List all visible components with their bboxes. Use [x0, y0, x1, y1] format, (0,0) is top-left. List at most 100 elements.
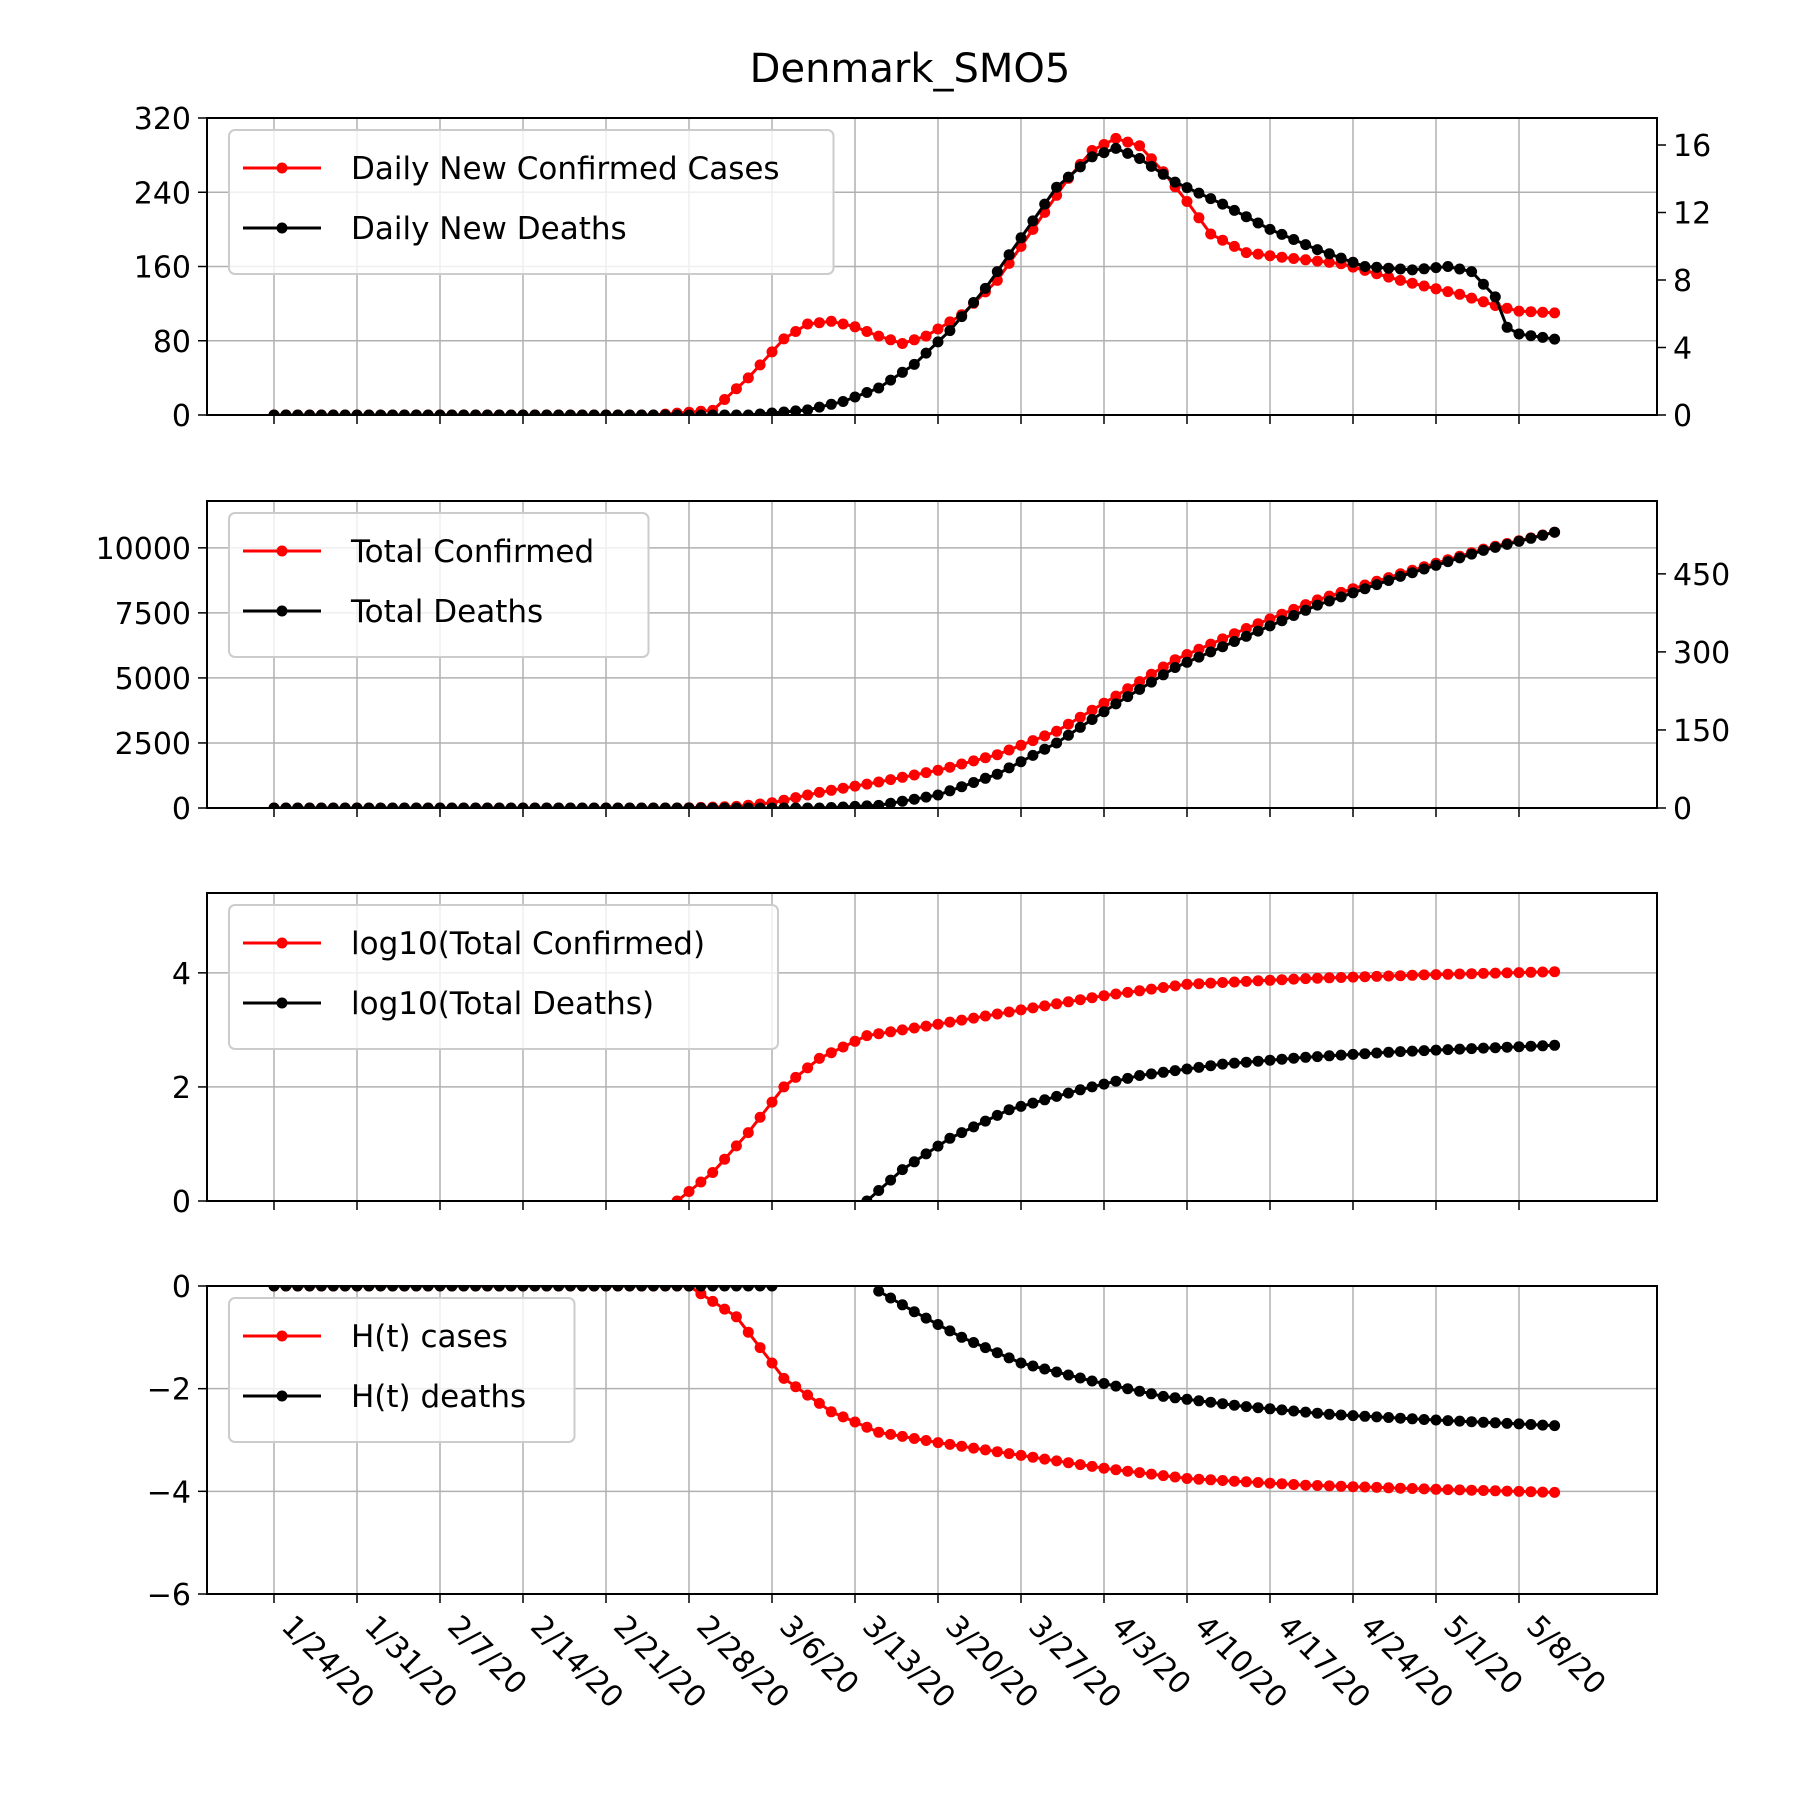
y-tick-label-left: 160	[134, 251, 191, 286]
series-marker	[979, 772, 991, 784]
series-marker	[1454, 1484, 1466, 1496]
series-marker	[1110, 142, 1122, 154]
series-marker	[802, 318, 814, 330]
series-group	[268, 1286, 1561, 1498]
series-marker	[968, 1121, 980, 1133]
series-marker	[885, 334, 897, 346]
series-marker	[268, 1286, 280, 1292]
series-marker	[1074, 721, 1086, 733]
series-marker	[920, 347, 932, 359]
legend-swatch-marker	[276, 162, 288, 174]
series-marker	[1513, 1418, 1525, 1430]
legend-swatch-marker	[276, 545, 288, 557]
series-marker	[719, 1153, 731, 1165]
series-marker	[1264, 223, 1276, 235]
series-marker	[1418, 1414, 1430, 1425]
series-marker	[861, 387, 873, 398]
series-marker	[896, 1024, 908, 1036]
series-marker	[1027, 215, 1039, 227]
series-marker	[873, 1185, 885, 1196]
series-marker	[1430, 969, 1442, 981]
series-marker	[1062, 996, 1074, 1008]
series-marker	[1477, 967, 1489, 979]
series-marker	[1537, 966, 1549, 978]
series-marker	[351, 1286, 363, 1292]
series-marker	[1157, 1390, 1169, 1402]
series-marker	[1181, 1063, 1193, 1075]
series-marker	[327, 802, 339, 808]
legend-box	[228, 512, 650, 658]
series-marker	[1335, 1409, 1347, 1421]
series-marker	[837, 1411, 849, 1423]
series-marker	[1252, 248, 1264, 260]
series-marker	[790, 802, 802, 808]
series-marker	[1525, 330, 1537, 342]
series-marker	[991, 1109, 1003, 1121]
series-marker	[1062, 171, 1074, 183]
series-marker	[802, 802, 814, 808]
series-marker	[1300, 973, 1312, 985]
series-marker	[849, 780, 861, 792]
series-marker	[778, 794, 790, 806]
series-marker	[624, 802, 636, 808]
series-marker	[742, 409, 754, 415]
series-marker	[908, 1433, 920, 1444]
series-marker	[920, 1020, 932, 1032]
series-marker	[766, 1357, 778, 1369]
series-marker	[1264, 1054, 1276, 1066]
series-marker	[636, 802, 648, 808]
series-marker	[1359, 971, 1371, 983]
series-marker	[991, 266, 1003, 278]
series-marker	[896, 338, 908, 349]
legend-label: Total Deaths	[350, 594, 543, 630]
series-marker	[1193, 651, 1205, 663]
series-marker	[1122, 136, 1134, 148]
series-marker	[1157, 168, 1169, 180]
series-marker	[1051, 1090, 1063, 1102]
series-marker	[956, 311, 968, 323]
series-marker	[1430, 1483, 1442, 1495]
series-marker	[1442, 968, 1454, 980]
series-marker	[636, 409, 648, 415]
series-marker	[956, 758, 968, 770]
series-marker	[1039, 743, 1051, 755]
series-marker	[802, 404, 814, 415]
series-marker	[612, 409, 624, 415]
series-marker	[398, 409, 410, 415]
series-marker	[1454, 1043, 1466, 1055]
legend-box	[228, 129, 835, 275]
y-tick-label-right: 0	[1673, 399, 1692, 434]
series-marker	[1311, 244, 1323, 256]
series-marker	[1193, 212, 1205, 224]
series-marker	[979, 1342, 991, 1354]
series-marker	[944, 1325, 956, 1337]
series-marker	[1288, 1052, 1300, 1064]
series-marker	[1074, 161, 1086, 173]
series-marker	[730, 1140, 742, 1152]
legend-swatch-marker	[276, 1330, 288, 1342]
series-marker	[1418, 263, 1430, 275]
series-marker	[1228, 636, 1240, 647]
series-marker	[896, 1164, 908, 1176]
series-marker	[1323, 1408, 1335, 1420]
series-marker	[944, 761, 956, 773]
series-marker	[873, 382, 885, 394]
series-marker	[1110, 698, 1122, 710]
series-marker	[280, 409, 292, 415]
series-marker	[1394, 1482, 1406, 1494]
series-marker	[1276, 974, 1288, 986]
series-marker	[1217, 641, 1229, 653]
series-marker	[434, 1286, 446, 1292]
series-marker	[932, 323, 944, 335]
series-marker	[920, 1148, 932, 1160]
series-marker	[1394, 274, 1406, 286]
series-marker	[908, 1156, 920, 1168]
series-marker	[1228, 1399, 1240, 1411]
series-marker	[1122, 683, 1134, 695]
series-marker	[1181, 182, 1193, 194]
series-marker	[315, 802, 327, 808]
series-marker	[1193, 1473, 1205, 1485]
series-marker	[1098, 1462, 1110, 1474]
series-marker	[790, 1071, 802, 1083]
